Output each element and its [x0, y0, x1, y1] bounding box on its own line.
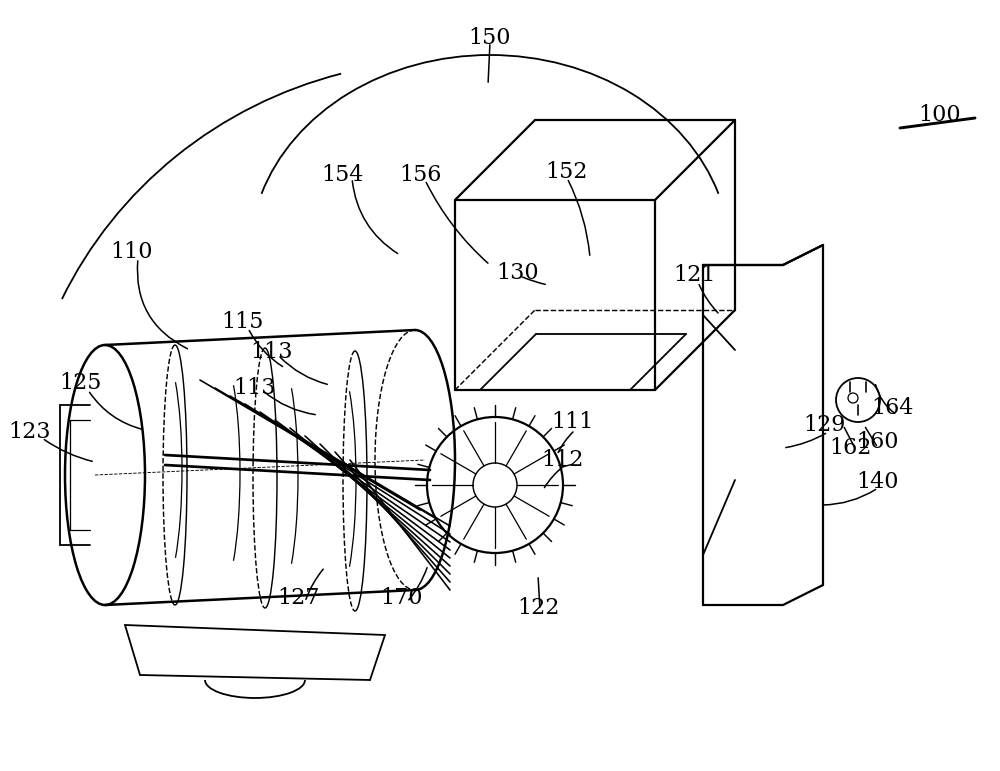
- Text: 156: 156: [399, 164, 441, 186]
- Text: 115: 115: [221, 311, 263, 333]
- Text: 122: 122: [517, 597, 559, 619]
- Text: 162: 162: [829, 437, 871, 459]
- Text: 140: 140: [857, 471, 899, 493]
- Text: 129: 129: [804, 414, 846, 436]
- Text: 113: 113: [251, 341, 293, 363]
- Text: 125: 125: [59, 372, 101, 394]
- Text: 150: 150: [469, 27, 511, 49]
- Text: 112: 112: [541, 449, 583, 471]
- Text: 130: 130: [497, 262, 539, 284]
- Text: 154: 154: [321, 164, 363, 186]
- Text: 123: 123: [9, 421, 51, 443]
- Text: 170: 170: [381, 587, 423, 609]
- Text: 110: 110: [111, 241, 153, 263]
- Text: 164: 164: [871, 397, 913, 419]
- Text: 152: 152: [546, 161, 588, 183]
- Text: 113: 113: [234, 377, 276, 399]
- Text: 127: 127: [277, 587, 319, 609]
- Text: 111: 111: [551, 411, 593, 433]
- Text: 160: 160: [857, 431, 899, 453]
- Text: 121: 121: [674, 264, 716, 286]
- Text: 100: 100: [919, 104, 961, 126]
